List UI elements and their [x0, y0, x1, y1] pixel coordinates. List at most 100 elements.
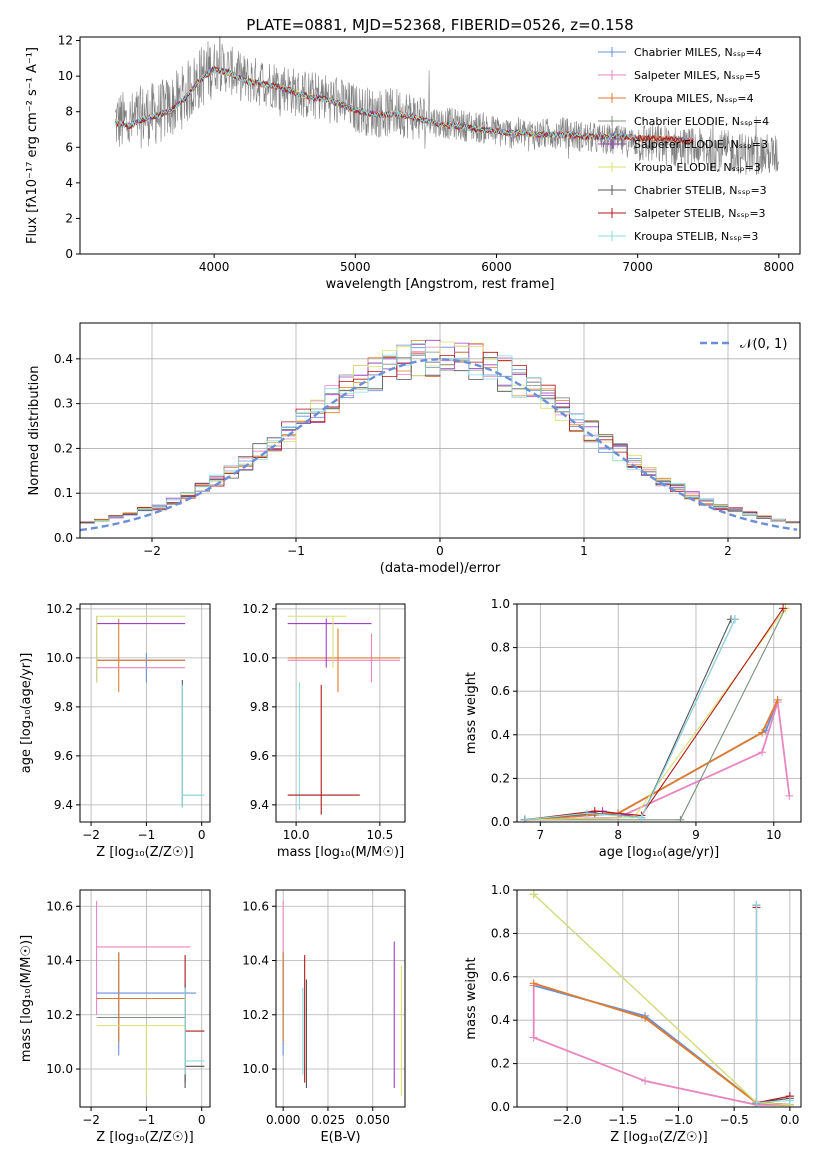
- x-tick-label: 4000: [199, 260, 230, 274]
- mass-weight-marker: [529, 890, 538, 899]
- axes-frame: [275, 889, 406, 1108]
- y-tick-label: 10.2: [46, 1008, 73, 1022]
- x-tick-label: −1.5: [608, 1113, 637, 1127]
- errorbar-point: [96, 1025, 186, 1097]
- x-tick-label: 5000: [340, 260, 371, 274]
- mass-weight-line: [533, 982, 790, 1106]
- mass-weight-line: [755, 905, 790, 1104]
- y-tick-label: 0.1: [54, 486, 73, 500]
- errorbar-point: [96, 616, 186, 683]
- figure-title: PLATE=0881, MJD=52368, FIBERID=0526, z=0…: [246, 16, 633, 34]
- mass-weight-line: [755, 905, 790, 1104]
- weight-vs-Z-plot-area: [517, 890, 801, 1107]
- y-tick-label: 6: [65, 140, 73, 154]
- x-tick-label: 0.050: [356, 1113, 390, 1127]
- errorbar-point: [287, 682, 360, 810]
- x-axis-label: Z [log₁₀(Z/Z☉)]: [96, 1130, 193, 1145]
- mass-weight-marker: [785, 1096, 794, 1105]
- y-tick-label: 0.8: [491, 641, 510, 655]
- x-tick-label: 0.025: [311, 1113, 345, 1127]
- x-tick-label: −1: [138, 828, 156, 842]
- mass-weight-line: [532, 985, 790, 1106]
- y-tick-label: 12: [58, 34, 73, 48]
- y-tick-label: 1.0: [491, 597, 510, 611]
- mass-weight-marker: [758, 728, 767, 737]
- mass-vs-Z-plot-area: [80, 890, 210, 1107]
- y-tick-label: 10.2: [46, 602, 73, 616]
- mass-weight-line: [533, 893, 790, 1106]
- mass-weight-marker: [730, 615, 739, 624]
- y-tick-label: 10.2: [242, 1008, 269, 1022]
- x-axis-label: E(B-V): [320, 1130, 360, 1145]
- x-axis-label: Z [log₁₀(Z/Z☉)]: [96, 845, 193, 860]
- y-tick-label: 10.0: [242, 651, 269, 665]
- mass-weight-marker: [637, 813, 646, 822]
- y-tick-label: 4: [65, 176, 73, 190]
- y-tick-label: 10.0: [46, 1062, 73, 1076]
- y-tick-label: 10.2: [242, 602, 269, 616]
- y-axis-label: age [log₁₀(age/yr)]: [19, 653, 34, 774]
- y-tick-label: 1.0: [491, 883, 510, 897]
- y-tick-label: 0.6: [491, 970, 510, 984]
- mass-weight-marker: [583, 809, 592, 818]
- mass-weight-marker: [785, 791, 794, 800]
- y-tick-label: 10.0: [242, 1062, 269, 1076]
- age-vs-mass-plot-area: [276, 604, 405, 822]
- x-tick-label: 10.0: [283, 828, 310, 842]
- y-tick-label: 0.0: [491, 1100, 510, 1114]
- mass-weight-marker: [752, 1098, 761, 1107]
- mass-weight-line: [755, 905, 791, 1104]
- x-tick-label: 0: [198, 828, 206, 842]
- legend-entry: Salpeter STELIB, Nₛₛₚ=3: [634, 207, 766, 220]
- residuals-plot-area: [80, 323, 800, 538]
- y-tick-label: 2: [65, 211, 73, 225]
- x-tick-label: 0: [198, 1113, 206, 1127]
- x-tick-label: −0.5: [720, 1113, 749, 1127]
- panel-weight-vs-Z: −2.0 −1.5 −1.0 −0.5 0.0 0.0 0.2 0.4 0.6 0.8 1.0 Z […: [464, 883, 802, 1145]
- x-axis-label: wavelength [Angstrom, rest frame]: [326, 277, 555, 292]
- y-tick-label: 0.0: [54, 531, 73, 545]
- mass-weight-line: [524, 699, 779, 821]
- errorbar-point: [287, 633, 400, 683]
- y-tick-label: 9.6: [54, 749, 73, 763]
- panel-age-vs-Z: −2 −1 0 9.4 9.6 9.8 10.0 10.2 Z [log₁₀(Z/Z☉)] age…: [19, 602, 211, 860]
- y-tick-label: 0.3: [54, 397, 73, 411]
- mass-weight-marker: [752, 901, 761, 910]
- errorbar-point: [96, 952, 186, 1042]
- legend-entry: Salpeter ELODIE, Nₛₛₚ=3: [634, 138, 768, 151]
- legend-entry: Chabrier MILES, Nₛₛₚ=4: [634, 46, 762, 59]
- legend-entry: Salpeter MILES, Nₛₛₚ=5: [634, 69, 761, 82]
- axes-frame: [79, 603, 211, 823]
- y-tick-label: 9.8: [54, 700, 73, 714]
- y-axis-label: mass [log₁₀(M/M☉)]: [19, 935, 34, 1062]
- mass-weight-marker: [641, 1076, 650, 1085]
- x-axis-label: (data-model)/error: [380, 561, 501, 576]
- y-tick-label: 9.4: [54, 798, 73, 812]
- axes-frame: [516, 889, 802, 1108]
- panel-spectrum: 4000 5000 6000 7000 8000 0 2 4 6 8 10 12 wavelength …: [25, 34, 801, 292]
- x-tick-label: 0.0: [780, 1113, 799, 1127]
- x-tick-label: −1: [138, 1113, 156, 1127]
- legend-entry: 𝒩(0, 1): [740, 337, 787, 352]
- mass-weight-marker: [779, 604, 788, 613]
- y-tick-label: 8: [65, 105, 73, 119]
- y-tick-label: 0.2: [491, 1057, 510, 1071]
- mass-weight-line: [533, 984, 790, 1106]
- mass-weight-marker: [520, 815, 529, 822]
- errorbar-point: [96, 615, 186, 683]
- x-tick-label: −2.0: [553, 1113, 582, 1127]
- y-tick-label: 10.6: [242, 899, 269, 913]
- errorbar-point: [96, 618, 186, 693]
- x-tick-label: −2: [143, 544, 161, 558]
- y-axis-label: Flux [fλ10⁻¹⁷ erg cm⁻² s⁻¹ A⁻¹]: [25, 47, 40, 244]
- mass-weight-line: [755, 907, 791, 1104]
- errorbar-point: [287, 618, 372, 668]
- x-tick-label: −2: [82, 828, 100, 842]
- x-tick-label: 7000: [622, 260, 653, 274]
- residual-histogram: [80, 343, 800, 524]
- mass-weight-marker: [676, 815, 685, 822]
- axes-frame: [79, 36, 801, 255]
- x-axis-label: mass [log₁₀(M/M☉)]: [277, 845, 404, 860]
- y-tick-label: 10.0: [46, 651, 73, 665]
